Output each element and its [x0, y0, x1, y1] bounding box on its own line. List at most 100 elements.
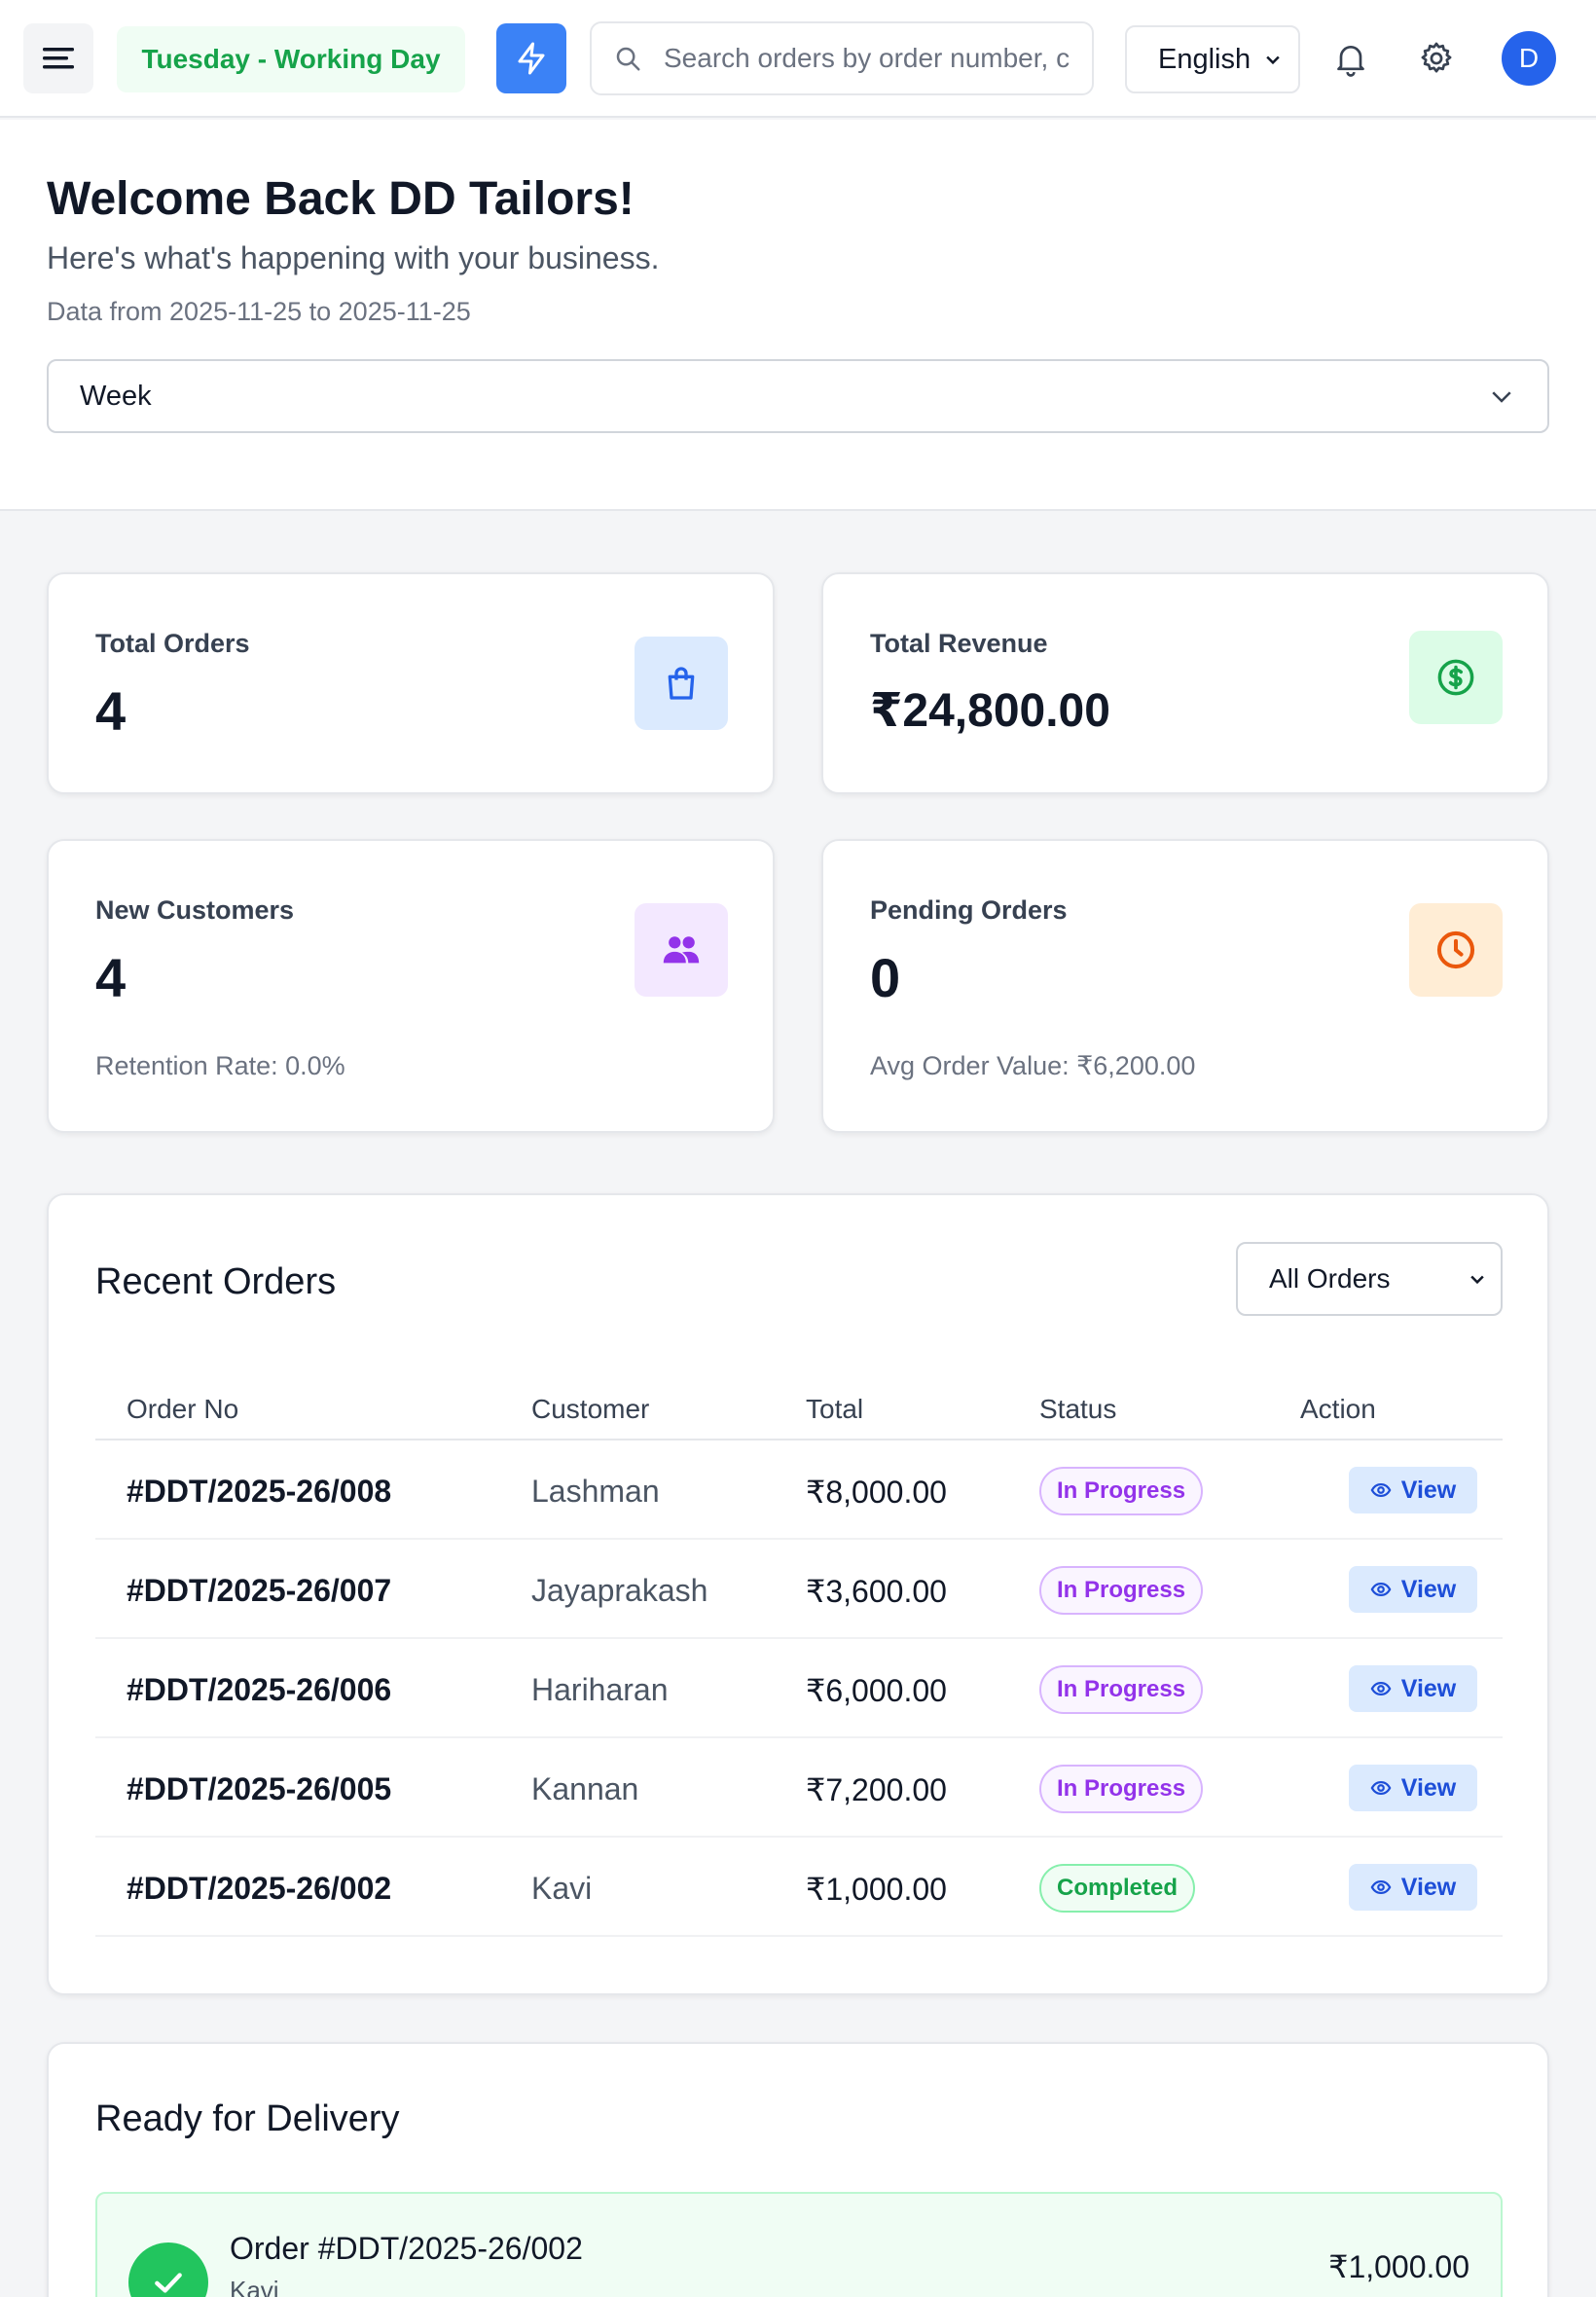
order-number: #DDT/2025-26/005 [127, 1771, 392, 1806]
settings-button[interactable] [1411, 33, 1462, 84]
welcome-subtitle: Here's what's happening with your busine… [47, 240, 660, 275]
view-order-button[interactable]: View [1349, 1665, 1477, 1712]
view-label: View [1400, 1476, 1457, 1504]
stat-value: 0 [870, 947, 901, 1008]
stat-label: Total Orders [95, 629, 250, 658]
notifications-button[interactable] [1325, 33, 1376, 84]
customer-name: Lashman [531, 1474, 660, 1509]
column-header: Action [1300, 1394, 1376, 1424]
ready-for-delivery-card: Ready for Delivery Order #DDT/2025-26/00… [47, 2042, 1549, 2297]
stat-icon-box [1409, 903, 1503, 997]
column-header: Total [806, 1394, 864, 1424]
table-row: #DDT/2025-26/002 Kavi ₹1,000.00 Complete… [95, 1838, 1503, 1937]
view-order-button[interactable]: View [1349, 1467, 1477, 1513]
bolt-icon [518, 42, 545, 75]
eye-icon [1370, 1482, 1392, 1498]
filter-value: All Orders [1269, 1263, 1391, 1294]
delivery-order-number: Order #DDT/2025-26/002 [230, 2231, 583, 2266]
check-icon [155, 2273, 182, 2293]
quick-action-button[interactable] [496, 23, 566, 93]
new-customers-card: New Customers 4 Retention Rate: 0.0% [47, 839, 775, 1133]
eye-icon [1370, 1879, 1392, 1895]
order-total: ₹1,000.00 [806, 1872, 947, 1907]
date-range-text: Data from 2025-11-25 to 2025-11-25 [47, 297, 471, 326]
stat-icon-box [1409, 631, 1503, 724]
view-label: View [1400, 1674, 1457, 1702]
view-label: View [1400, 1873, 1457, 1901]
chevron-down-icon [1470, 1275, 1484, 1285]
view-order-button[interactable]: View [1349, 1765, 1477, 1811]
language-value: English [1158, 43, 1251, 75]
top-bar: Tuesday - Working Day English D [0, 0, 1596, 118]
order-number: #DDT/2025-26/006 [127, 1672, 392, 1707]
customer-name: Hariharan [531, 1672, 669, 1707]
column-header: Order No [127, 1394, 239, 1424]
delivery-item[interactable]: Order #DDT/2025-26/002 Kavi ₹1,000.00 [95, 2192, 1503, 2297]
stat-label: Total Revenue [870, 629, 1048, 658]
shopping-bag-icon [668, 667, 695, 700]
order-number: #DDT/2025-26/007 [127, 1573, 392, 1608]
stat-value: ₹24,800.00 [870, 685, 1110, 737]
chevron-down-icon [1492, 391, 1511, 403]
view-order-button[interactable]: View [1349, 1864, 1477, 1911]
table-row: #DDT/2025-26/007 Jayaprakash ₹3,600.00 I… [95, 1540, 1503, 1639]
stat-label: New Customers [95, 895, 295, 925]
eye-icon [1370, 1681, 1392, 1696]
bell-icon [1337, 46, 1364, 77]
total-revenue-card: Total Revenue ₹24,800.00 [821, 572, 1549, 794]
pending-orders-card: Pending Orders 0 Avg Order Value: ₹6,200… [821, 839, 1549, 1133]
stat-icon-box [635, 637, 728, 730]
recent-orders-card: Recent Orders All Orders Order No Custom… [47, 1193, 1549, 1995]
status-badge: In Progress [1039, 1765, 1204, 1813]
eye-icon [1370, 1582, 1392, 1597]
stat-value: 4 [95, 947, 127, 1008]
period-value: Week [80, 380, 152, 412]
gear-icon [1421, 42, 1452, 73]
customer-name: Kannan [531, 1771, 639, 1806]
stat-icon-box [635, 903, 728, 997]
orders-filter-select[interactable]: All Orders [1236, 1242, 1503, 1316]
chevron-down-icon [1266, 55, 1280, 65]
status-badge: In Progress [1039, 1566, 1204, 1615]
status-badge: In Progress [1039, 1467, 1204, 1515]
search-box[interactable] [590, 21, 1094, 95]
check-circle-icon [128, 2242, 208, 2297]
view-order-button[interactable]: View [1349, 1566, 1477, 1613]
search-icon [616, 47, 640, 71]
table-row: #DDT/2025-26/005 Kannan ₹7,200.00 In Pro… [95, 1738, 1503, 1838]
page-title: Welcome Back DD Tailors! [47, 173, 635, 225]
status-badge: Completed [1039, 1864, 1196, 1913]
order-number: #DDT/2025-26/002 [127, 1871, 392, 1906]
menu-icon [43, 48, 74, 69]
order-total: ₹3,600.00 [806, 1574, 947, 1609]
retention-rate-text: Retention Rate: 0.0% [95, 1051, 345, 1080]
avg-order-value-text: Avg Order Value: ₹6,200.00 [870, 1051, 1196, 1080]
section-title: Ready for Delivery [95, 2098, 400, 2139]
eye-icon [1370, 1780, 1392, 1796]
user-avatar[interactable]: D [1502, 31, 1556, 86]
search-input[interactable] [664, 43, 1072, 74]
order-total: ₹7,200.00 [806, 1772, 947, 1807]
table-row: #DDT/2025-26/006 Hariharan ₹6,000.00 In … [95, 1639, 1503, 1738]
language-select[interactable]: English [1125, 25, 1300, 93]
users-icon [663, 936, 700, 964]
view-label: View [1400, 1773, 1457, 1802]
total-orders-card: Total Orders 4 [47, 572, 775, 794]
menu-button[interactable] [23, 23, 93, 93]
clock-icon [1436, 930, 1475, 969]
order-total: ₹8,000.00 [806, 1475, 947, 1510]
order-number: #DDT/2025-26/008 [127, 1474, 392, 1509]
table-header: Order No Customer Total Status Action [95, 1351, 1503, 1440]
column-header: Status [1039, 1394, 1117, 1424]
section-title: Recent Orders [95, 1261, 337, 1302]
welcome-section: Welcome Back DD Tailors! Here's what's h… [0, 120, 1596, 511]
customer-name: Kavi [531, 1871, 593, 1906]
customer-name: Jayaprakash [531, 1573, 708, 1608]
dollar-circle-icon [1437, 659, 1474, 696]
column-header: Customer [531, 1394, 650, 1424]
table-row: #DDT/2025-26/008 Lashman ₹8,000.00 In Pr… [95, 1440, 1503, 1540]
delivery-customer: Kavi [230, 2276, 279, 2297]
view-label: View [1400, 1575, 1457, 1603]
period-select[interactable]: Week [47, 359, 1549, 433]
stat-value: 4 [95, 680, 127, 742]
